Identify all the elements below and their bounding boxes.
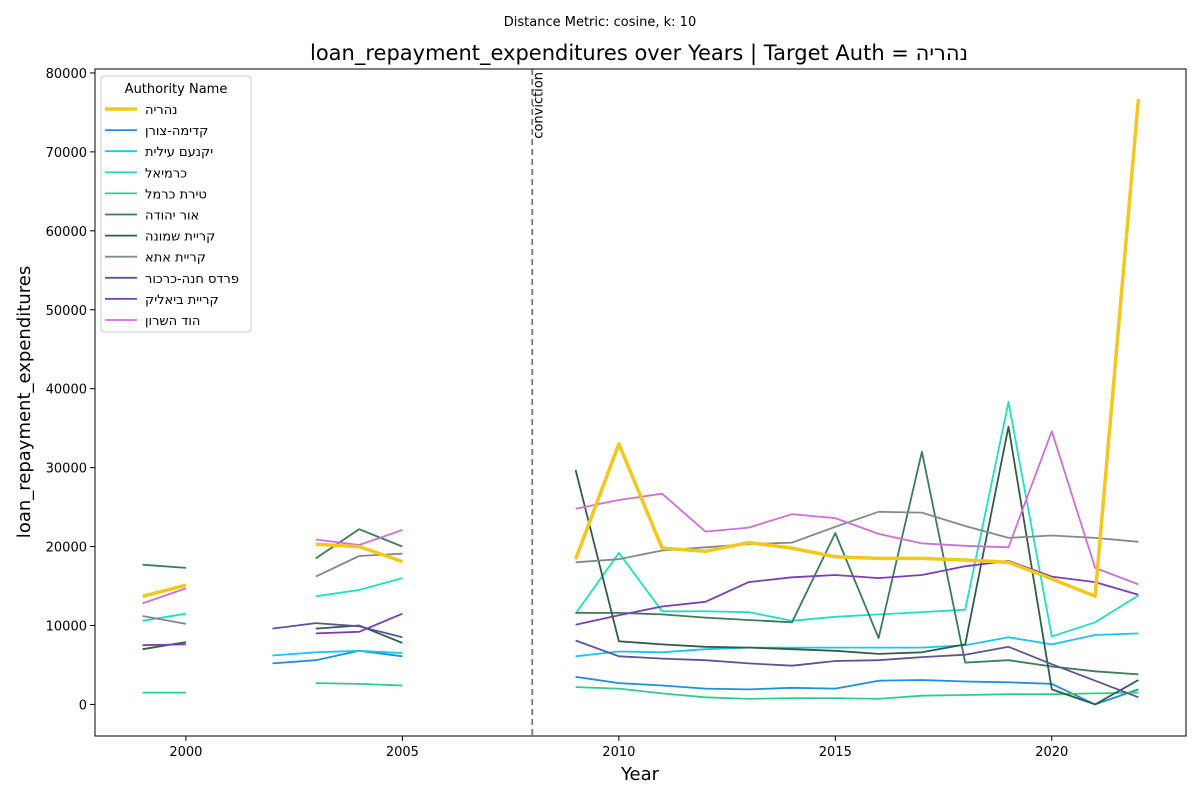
series-line	[142, 682, 1139, 700]
series-segment	[573, 98, 1141, 599]
series-segment	[142, 615, 187, 625]
x-tick-label: 2015	[819, 745, 852, 760]
series-segment	[575, 430, 1139, 586]
legend-label: אור יהודה	[145, 209, 199, 224]
legend: Authority Name נהריה קדימה-צורן יקנעם עילי…	[100, 75, 252, 333]
y-tick-label: 70000	[46, 146, 87, 161]
y-tick-label: 10000	[46, 619, 87, 634]
y-tick-label: 20000	[46, 541, 87, 556]
suptitle: Distance Metric: cosine, k: 10	[504, 15, 696, 30]
series-segment	[272, 649, 403, 657]
series-segment	[575, 639, 1139, 699]
series-segment	[315, 682, 403, 687]
series-segment	[315, 528, 403, 560]
series-line	[142, 450, 1139, 676]
series-segment	[575, 675, 1139, 706]
x-tick-label: 2010	[602, 745, 635, 760]
series-segment	[315, 542, 403, 564]
series-line	[142, 559, 1139, 647]
series-segment	[315, 552, 403, 578]
series-segment	[142, 563, 186, 569]
x-axis: 2000 2005 2010 2015 2020	[169, 736, 1068, 760]
x-tick-label: 2005	[386, 745, 419, 760]
series-segment	[575, 450, 1139, 676]
legend-label: יקנעם עילית	[145, 145, 213, 160]
series-segment	[575, 686, 1139, 700]
series-segment	[142, 612, 187, 622]
legend-label: כרמיאל	[145, 166, 187, 181]
series-line	[272, 649, 1139, 706]
legend-label: פרדס חנה-כרכור	[145, 272, 239, 287]
x-tick-label: 2000	[169, 745, 202, 760]
legend-title: Authority Name	[125, 82, 228, 97]
series-line	[142, 401, 1139, 638]
series-segment	[315, 612, 403, 635]
legend-label: טירת כרמל	[145, 187, 207, 202]
legend-box	[100, 75, 252, 333]
series-segment	[272, 622, 403, 639]
series-segment	[575, 559, 1139, 626]
y-axis-title: loan_repayment_expenditures	[14, 266, 35, 538]
y-tick-label: 80000	[46, 67, 87, 82]
legend-label: קריית אתא	[145, 251, 206, 266]
series-line	[142, 98, 1141, 599]
legend-label: נהריה	[145, 103, 177, 118]
series-segment	[272, 649, 403, 665]
plot-frame	[94, 68, 1187, 737]
x-axis-title: Year	[620, 764, 660, 785]
y-tick-label: 30000	[46, 462, 87, 477]
y-tick-label: 40000	[46, 383, 87, 398]
vertical-line-layer: conviction	[531, 69, 546, 736]
plot-background	[95, 69, 1186, 736]
series-segment	[315, 577, 403, 598]
y-axis: 0 10000 20000 30000 40000 50000 60000 70000 8000…	[46, 67, 95, 713]
legend-label: קריית ביאליק	[145, 293, 219, 308]
legend-label: קדימה-צורן	[145, 124, 208, 139]
y-tick-label: 50000	[46, 304, 87, 319]
series-segment	[574, 425, 1139, 706]
y-tick-label: 0	[79, 698, 87, 713]
series-segment	[574, 401, 1139, 638]
chart-title: loan_repayment_expenditures over Years |…	[310, 41, 968, 66]
series-line	[272, 622, 1139, 699]
y-tick-label: 60000	[46, 225, 87, 240]
series-segment	[142, 643, 186, 647]
series-layer	[142, 98, 1141, 706]
legend-items: נהריה קדימה-צורן יקנעם עילית כרמיאל טירת כרמ…	[105, 103, 239, 329]
x-tick-label: 2020	[1035, 745, 1068, 760]
series-segment	[142, 583, 187, 598]
conviction-label: conviction	[531, 72, 546, 139]
legend-label: הוד השרון	[145, 314, 200, 329]
series-segment	[142, 587, 187, 605]
legend-label: קריית שמונה	[145, 230, 215, 245]
